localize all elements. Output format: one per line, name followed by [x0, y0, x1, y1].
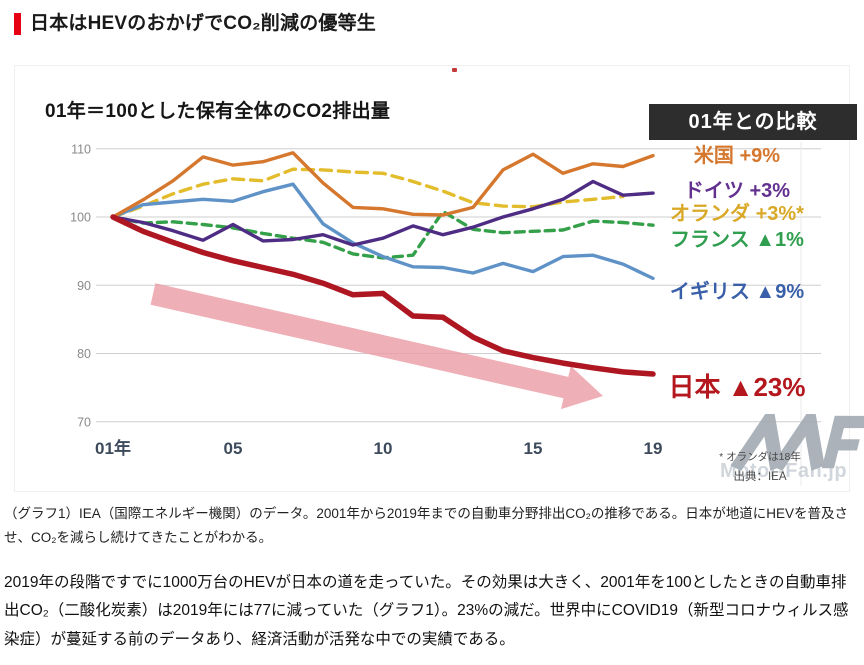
line-japan	[110, 214, 656, 377]
x-tick-label: 15	[524, 439, 543, 458]
red-accent-bar	[14, 13, 21, 35]
legend-japan: 日本 ▲23%	[668, 372, 806, 402]
y-tick-label: 70	[77, 415, 91, 429]
legend-header-box: 01年との比較	[649, 104, 857, 140]
chart-title: 01年＝100とした保有全体のCO2排出量	[45, 101, 391, 122]
y-tick-label: 110	[71, 142, 91, 156]
footnote: * オランダは18年	[719, 451, 801, 463]
x-tick-label: 10	[374, 439, 393, 458]
motor-fan-logo-icon	[730, 414, 864, 471]
legend-germany: ドイツ +3%	[683, 180, 791, 202]
x-tick-label: 19	[644, 439, 663, 458]
chart-figure: 110 100 90 80 70 01年 05 10 15 19 01年＝100とした保有全体のC…	[14, 65, 864, 492]
chart-notes: * オランダは18年 出典：IEA	[675, 449, 845, 486]
figure-caption: （グラフ1）IEA（国際エネルギー機関）のデータ。2001年から2019年までの…	[4, 506, 849, 546]
chart-plot: 110 100 90 80 70 01年 05 10 15 19	[70, 142, 821, 486]
article-paragraph: 2019年の段階ですでに1000万台のHEVが日本の道を走っていた。その効果は大…	[4, 573, 849, 648]
article-title: 日本はHEVのおかげでCO₂削減の優等生	[30, 13, 377, 34]
line-uk	[111, 182, 655, 281]
legend-header-label: 01年との比較	[688, 111, 818, 133]
line-netherlands	[111, 167, 625, 219]
x-tick-label: 01年	[95, 438, 131, 458]
legend-uk: イギリス ▲9%	[669, 281, 805, 303]
watermark-text: Motor-Fan.jp	[720, 460, 848, 482]
article-header: 日本はHEVのおかげでCO₂削減の優等生	[14, 10, 864, 38]
x-tick-label: 05	[224, 439, 243, 458]
y-tick-label: 80	[77, 347, 91, 361]
y-tick-label: 90	[77, 279, 91, 293]
stray-red-mark	[452, 68, 457, 72]
y-tick-label: 100	[70, 211, 91, 225]
legend-france: フランス ▲1%	[670, 229, 804, 251]
line-usa	[111, 151, 655, 219]
legend-usa: 米国 +9%	[693, 145, 781, 167]
legend-netherlands: オランダ +3%*	[670, 203, 804, 225]
source-credit: 出典：IEA	[733, 471, 787, 483]
decline-arrow-icon	[150, 283, 603, 410]
line-germany	[111, 179, 655, 247]
